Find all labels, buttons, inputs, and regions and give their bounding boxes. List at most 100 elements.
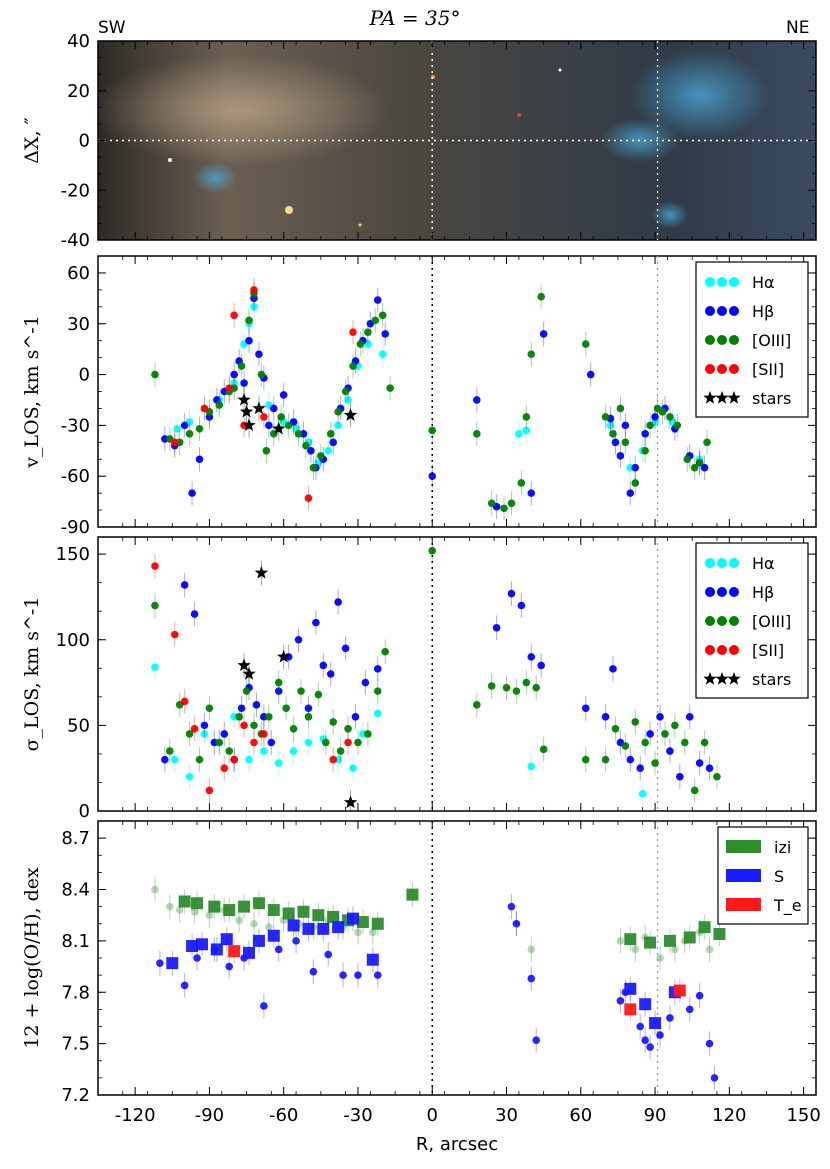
data-point [309,463,318,472]
data-point [190,610,199,618]
data-point [170,755,179,764]
plot-frame [97,536,817,812]
data-point [581,340,590,348]
legend-marker [717,616,727,626]
data-point [240,721,248,730]
legend-marker [717,277,727,287]
data-point [616,937,625,945]
legend-marker [729,616,739,626]
data-point [631,945,640,954]
square-marker [228,945,241,958]
data-point [255,350,263,359]
data-point [611,438,620,447]
x-tick-label: 150 [786,1105,820,1126]
data-point [502,683,511,692]
data-point [356,340,365,348]
data-point [161,755,169,764]
data-point [344,396,352,404]
legend-label: [OIII] [752,612,791,631]
series-izi-points [151,877,714,971]
data-point [245,336,253,345]
legend-label: [SII] [752,641,784,660]
data-point [539,745,548,754]
legend-marker [705,587,715,597]
square-marker [208,900,221,913]
data-point [537,661,545,670]
data-point [265,421,273,430]
data-point [250,721,258,730]
data-point [319,661,328,670]
legend-label: izi [774,838,791,857]
data-point [220,764,229,772]
data-point [646,421,654,430]
square-marker [332,921,345,934]
data-point [695,991,704,1000]
data-point [522,426,531,435]
y-tick-label: 60 [67,263,90,284]
data-point [265,923,273,931]
data-point [277,413,286,421]
data-point [651,413,659,421]
star-marker [252,401,266,415]
data-point [527,350,536,359]
data-point [636,764,645,772]
data-point [369,928,377,937]
series-izi [178,882,726,955]
square-marker [282,907,295,920]
data-point [609,430,617,438]
data-point [507,902,516,911]
data-point [304,713,313,721]
square-marker [166,957,179,970]
data-point [527,945,536,954]
y-tick-label: 0 [79,365,90,386]
data-point [215,738,224,747]
legend-marker [726,898,739,911]
data-point [151,885,159,894]
data-point [274,678,283,687]
data-point [428,472,437,480]
data-point [685,713,694,721]
square-marker [191,897,204,910]
data-point [341,387,350,396]
series-s-points [156,894,719,1091]
data-point [180,581,189,589]
data-point [666,747,674,755]
data-point [386,384,394,392]
data-point [616,452,625,460]
data-point [656,954,664,962]
data-point [289,747,298,755]
data-point [215,401,224,409]
corner-label-sw: SW [98,18,126,38]
data-point [341,644,350,653]
data-point [621,742,630,750]
star-marker [272,421,286,435]
legend-label: stars [752,670,791,689]
figure-title: PA = 35° [369,6,461,30]
legend-label: Hβ [752,302,774,321]
legend: Hα Hβ [OIII] [SII] stars [695,261,809,418]
data-point [245,755,253,764]
data-point [666,1014,674,1022]
data-point [230,311,238,320]
data-point [180,697,189,706]
data-point [200,721,209,730]
data-point [361,678,370,687]
y-tick-label: 7.8 [61,982,90,1003]
data-point [539,330,548,338]
x-tick-label: 30 [495,1105,518,1126]
data-point [336,747,345,755]
data-point [586,370,595,379]
legend-marker [729,277,739,287]
data-point [173,424,182,433]
data-point [364,328,372,337]
star-marker [237,658,251,672]
data-point [703,438,711,447]
y-tick-label: -20 [61,180,90,201]
data-point [631,463,640,472]
legend-label: S [774,867,784,886]
star-marker [703,672,717,685]
data-point [676,772,684,781]
data-point [537,292,545,301]
y-tick-label: 100 [56,630,90,651]
data-point [646,1043,654,1051]
